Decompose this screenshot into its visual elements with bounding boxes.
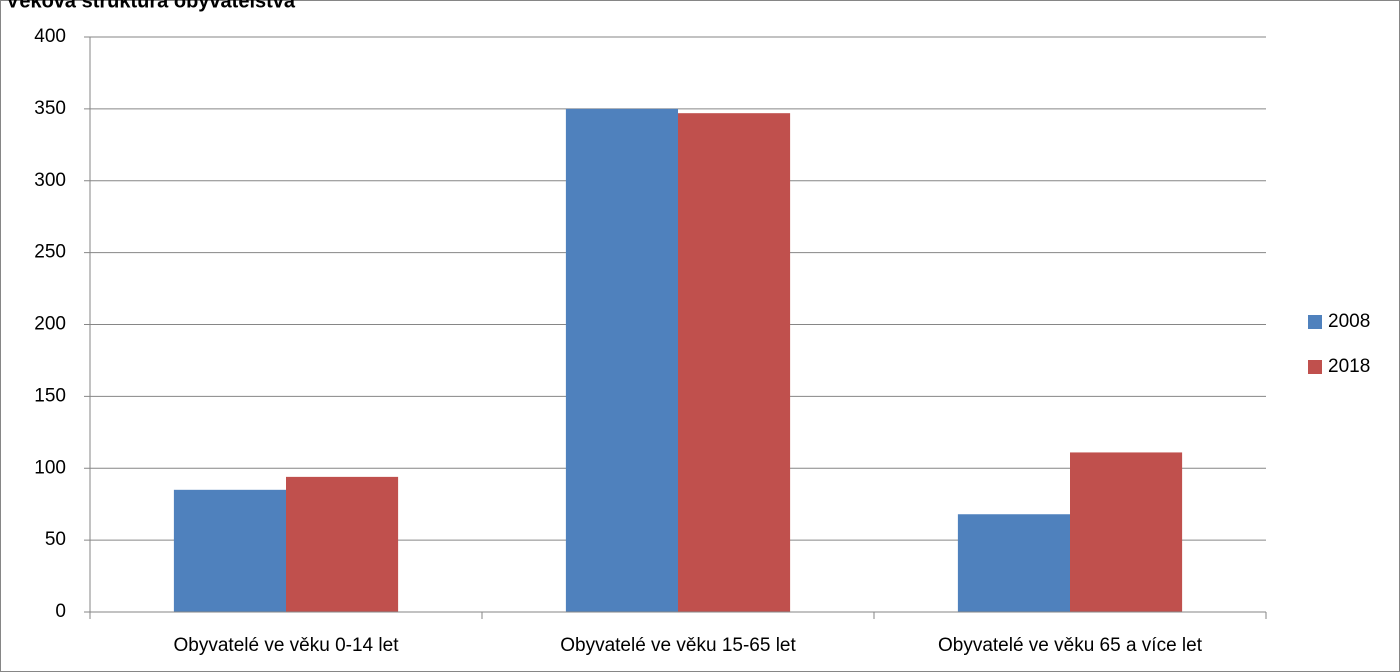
x-tick-label: Obyvatelé ve věku 0-14 let [174,635,400,656]
y-tick-label: 250 [34,242,66,263]
chart-title: Věková struktura obyvatelstva [6,0,296,12]
legend-swatch [1308,360,1322,374]
legend-label: 2008 [1328,311,1370,332]
bar [1070,452,1183,612]
x-tick-label: Obyvatelé ve věku 65 a více let [938,635,1203,656]
y-tick-label: 300 [34,170,66,191]
legend-label: 2018 [1328,356,1370,377]
bar [678,113,791,612]
y-tick-label: 350 [34,98,66,119]
legend-swatch [1308,315,1322,329]
x-tick-label: Obyvatelé ve věku 15-65 let [560,635,796,656]
bar [957,514,1070,612]
y-tick-label: 0 [55,601,66,622]
y-tick-label: 150 [34,385,66,406]
y-tick-label: 200 [34,314,66,335]
bar [565,108,678,612]
y-tick-label: 100 [34,457,66,478]
bar [173,489,286,612]
y-tick-label: 400 [34,26,66,47]
bar [286,476,399,612]
y-tick-label: 50 [45,529,66,550]
